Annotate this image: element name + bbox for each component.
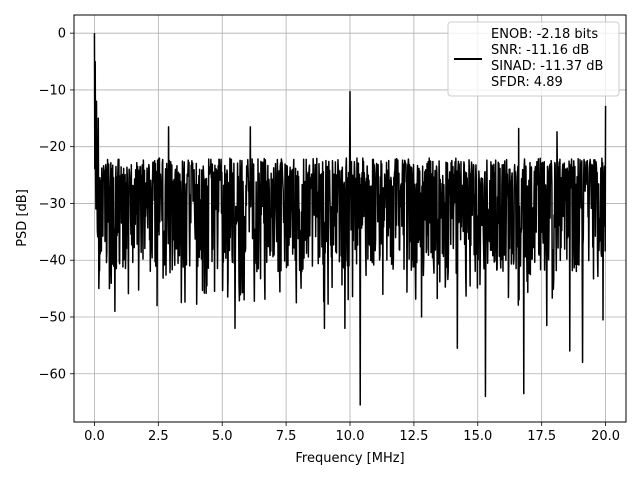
y-tick-label: −50	[39, 310, 66, 325]
legend: ENOB: -2.18 bits SNR: -11.16 dB SINAD: -…	[447, 21, 620, 97]
x-tick-label: 2.5	[148, 429, 169, 444]
legend-box	[447, 21, 620, 97]
y-tick-label: 0	[58, 27, 66, 42]
x-tick-label: 5.0	[212, 429, 233, 444]
y-axis-ticks: 0 −10 −20 −30 −40 −50 −60	[39, 27, 74, 382]
x-tick-label: 7.5	[276, 429, 297, 444]
legend-snr: SNR: -11.16 dB	[491, 43, 589, 58]
plot-area	[93, 33, 607, 406]
x-axis-label: Frequency [MHz]	[295, 451, 404, 466]
y-tick-label: −60	[39, 367, 66, 382]
x-tick-label: 10.0	[336, 429, 365, 444]
legend-sfdr: SFDR: 4.89	[491, 75, 563, 90]
x-tick-label: 20.0	[591, 429, 620, 444]
y-tick-label: −10	[39, 83, 66, 98]
x-tick-label: 0.0	[84, 429, 105, 444]
x-axis-ticks: 0.0 2.5 5.0 7.5 10.0 12.5 15.0 17.5 20.0	[84, 422, 620, 444]
legend-sinad: SINAD: -11.37 dB	[491, 59, 603, 74]
x-tick-label: 17.5	[527, 429, 556, 444]
x-tick-label: 15.0	[463, 429, 492, 444]
psd-series-line	[93, 33, 607, 406]
x-tick-label: 12.5	[399, 429, 428, 444]
legend-enob: ENOB: -2.18 bits	[491, 27, 598, 42]
y-tick-label: −30	[39, 197, 66, 212]
y-tick-label: −40	[39, 254, 66, 269]
y-tick-label: −20	[39, 140, 66, 155]
y-axis-label: PSD [dB]	[15, 189, 30, 247]
